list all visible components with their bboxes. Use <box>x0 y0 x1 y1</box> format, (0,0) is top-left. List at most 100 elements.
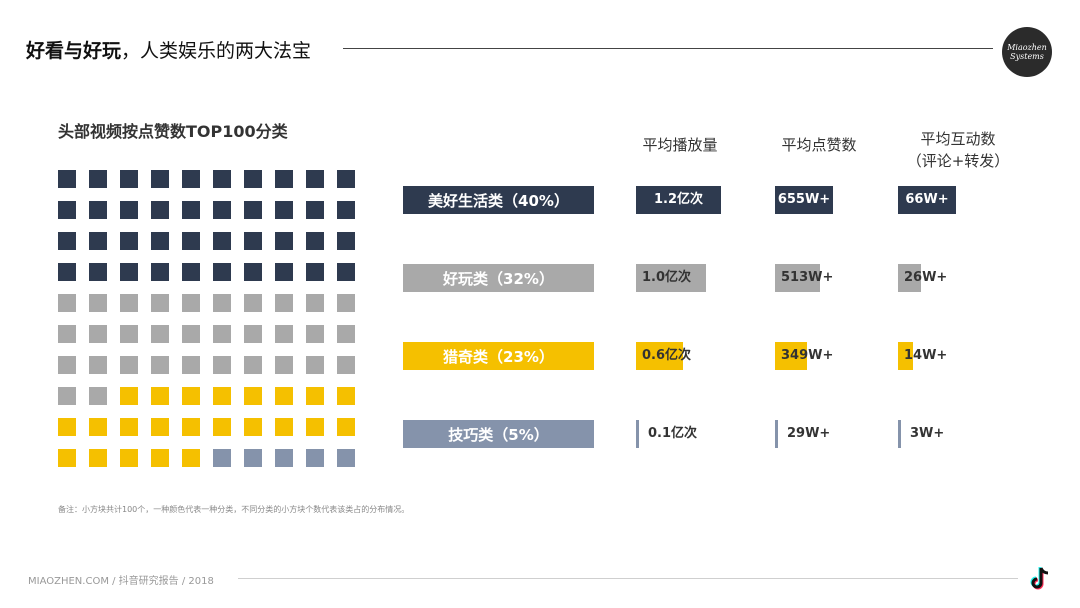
waffle-cell <box>120 418 138 436</box>
waffle-cell <box>244 356 262 374</box>
metric-bar <box>898 186 956 214</box>
waffle-cell <box>337 170 355 188</box>
waffle-cell <box>58 418 76 436</box>
metric-value: 1.0亿次 <box>642 270 692 285</box>
metric-bar <box>898 420 901 448</box>
waffle-cell <box>151 387 169 405</box>
waffle-cell <box>306 201 324 219</box>
waffle-cell <box>89 449 107 467</box>
waffle-cell <box>182 263 200 281</box>
waffle-cell <box>275 201 293 219</box>
waffle-cell <box>89 387 107 405</box>
metric-value: 66W+ <box>905 192 949 207</box>
waffle-cell <box>337 387 355 405</box>
metric-jiqiao-interactions: 3W+ <box>898 420 956 448</box>
waffle-cell <box>58 449 76 467</box>
waffle-cell <box>275 356 293 374</box>
waffle-cell <box>306 387 324 405</box>
metric-bar <box>636 186 721 214</box>
waffle-cell <box>306 294 324 312</box>
waffle-cell <box>120 387 138 405</box>
waffle-cell <box>151 170 169 188</box>
waffle-cell <box>213 325 231 343</box>
waffle-cell <box>337 325 355 343</box>
waffle-cell <box>337 263 355 281</box>
metric-meihao-shenghuo-plays: 1.2亿次 <box>636 186 721 214</box>
waffle-cell <box>213 387 231 405</box>
waffle-cell <box>120 201 138 219</box>
waffle-cell <box>182 232 200 250</box>
metric-jiqiao-likes: 29W+ <box>775 420 833 448</box>
waffle-cell <box>120 325 138 343</box>
waffle-cell <box>58 263 76 281</box>
waffle-cell <box>306 263 324 281</box>
logo-line2: Systems <box>1010 52 1044 61</box>
waffle-cell <box>213 356 231 374</box>
waffle-cell <box>337 449 355 467</box>
metric-lieqi-plays: 0.6亿次 <box>636 342 721 370</box>
waffle-cell <box>151 418 169 436</box>
metric-bar <box>898 342 913 370</box>
footer-divider <box>238 578 1018 579</box>
waffle-cell <box>306 449 324 467</box>
waffle-cell <box>89 170 107 188</box>
waffle-cell <box>58 294 76 312</box>
page-title-rest: ，人类娱乐的两大法宝 <box>121 40 312 62</box>
footnote: 备注：小方块共计100个，一种颜色代表一种分类，不同分类的小方块个数代表该类占的… <box>58 505 410 514</box>
metric-haowan-likes: 513W+ <box>775 264 833 292</box>
waffle-cell <box>182 449 200 467</box>
waffle-cell <box>120 170 138 188</box>
waffle-cell <box>89 294 107 312</box>
metric-jiqiao-plays: 0.1亿次 <box>636 420 721 448</box>
waffle-cell <box>213 263 231 281</box>
metric-bar <box>636 342 683 370</box>
waffle-cell <box>182 201 200 219</box>
metric-value: 14W+ <box>904 348 948 363</box>
waffle-cell <box>182 325 200 343</box>
metric-lieqi-likes: 349W+ <box>775 342 833 370</box>
metric-value: 0.6亿次 <box>642 348 692 363</box>
waffle-cell <box>213 201 231 219</box>
waffle-cell <box>244 325 262 343</box>
waffle-cell <box>275 325 293 343</box>
waffle-cell <box>182 356 200 374</box>
waffle-cell <box>120 294 138 312</box>
waffle-cell <box>213 170 231 188</box>
metric-meihao-shenghuo-likes: 655W+ <box>775 186 833 214</box>
waffle-cell <box>275 418 293 436</box>
col-header-avg-interactions: 平均互动数 <box>920 130 996 148</box>
col-header-interactions-note: （评论+转发） <box>906 152 1010 170</box>
metric-value: 3W+ <box>910 426 945 441</box>
waffle-cell <box>58 170 76 188</box>
metric-value: 26W+ <box>904 270 948 285</box>
waffle-cell <box>89 418 107 436</box>
col-header-avg-likes: 平均点赞数 <box>781 136 857 154</box>
waffle-cell <box>337 418 355 436</box>
metric-bar <box>775 420 778 448</box>
waffle-cell <box>306 170 324 188</box>
tiktok-icon <box>1030 567 1049 590</box>
waffle-cell <box>244 232 262 250</box>
waffle-cell <box>306 325 324 343</box>
metric-meihao-shenghuo-interactions: 66W+ <box>898 186 956 214</box>
metric-bar <box>775 264 820 292</box>
waffle-cell <box>182 294 200 312</box>
metric-value: 29W+ <box>787 426 831 441</box>
metric-value: 349W+ <box>781 348 834 363</box>
miaozhen-logo: Miaozhen Systems <box>1002 27 1052 77</box>
waffle-cell <box>337 201 355 219</box>
waffle-cell <box>58 387 76 405</box>
page-title-bold: 好看与好玩 <box>26 40 122 62</box>
waffle-cell <box>306 418 324 436</box>
waffle-cell <box>306 356 324 374</box>
metric-bar <box>775 186 833 214</box>
waffle-cell <box>337 232 355 250</box>
waffle-cell <box>244 201 262 219</box>
waffle-cell <box>244 418 262 436</box>
waffle-cell <box>89 325 107 343</box>
waffle-cell <box>275 170 293 188</box>
waffle-cell <box>275 387 293 405</box>
waffle-cell <box>213 232 231 250</box>
header-divider <box>343 48 993 49</box>
metric-bar <box>636 264 706 292</box>
